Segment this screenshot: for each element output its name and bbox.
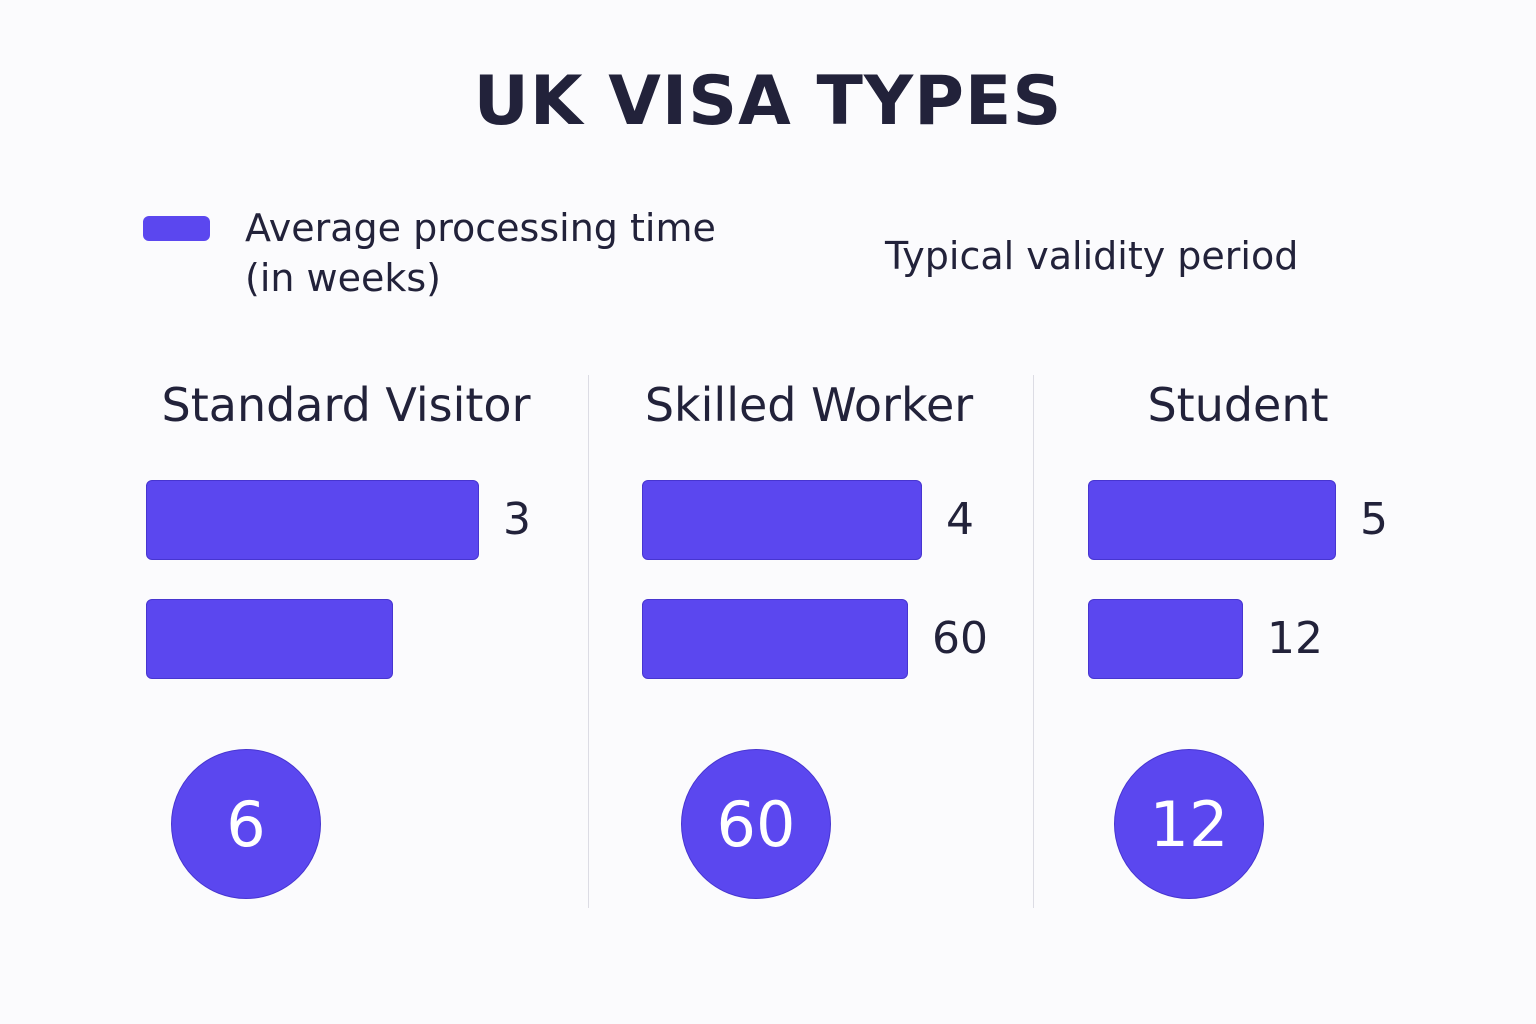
group-title: Standard Visitor <box>161 378 531 432</box>
bar-label: 12 <box>1267 613 1323 664</box>
divider <box>1033 375 1034 908</box>
bar <box>1088 480 1336 560</box>
bar <box>146 599 393 679</box>
bar-label: 60 <box>932 613 988 664</box>
title: UK VISA TYPES <box>473 62 1063 141</box>
validity-circle: 6 <box>171 749 321 899</box>
legend-swatch <box>143 216 210 241</box>
bar <box>642 480 922 560</box>
validity-circle: 12 <box>1114 749 1264 899</box>
bar <box>1088 599 1243 679</box>
divider <box>588 375 589 908</box>
bar-label: 4 <box>946 494 974 545</box>
legend-label: Average processing time (in weeks) <box>245 206 716 300</box>
bar-label: 3 <box>503 494 531 545</box>
legend-label: Typical validity period <box>885 234 1299 278</box>
bar <box>642 599 908 679</box>
group-title: Skilled Worker <box>644 378 974 432</box>
group-title: Student <box>1147 378 1329 432</box>
validity-circle: 60 <box>681 749 831 899</box>
bar <box>146 480 479 560</box>
bar-label: 5 <box>1360 494 1388 545</box>
